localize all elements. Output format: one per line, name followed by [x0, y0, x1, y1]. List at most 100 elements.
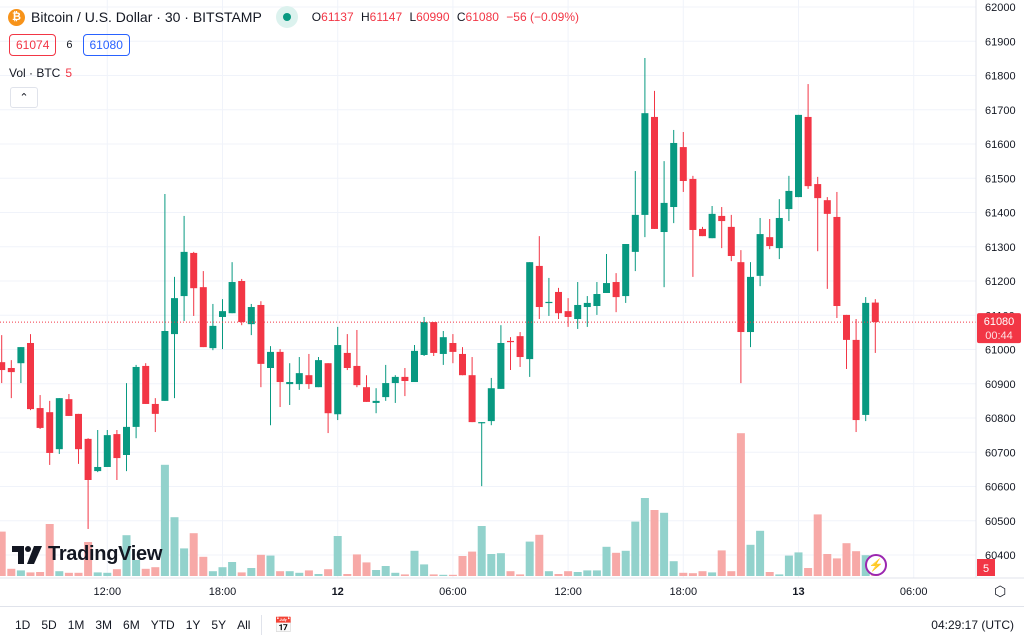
- candle-body: [343, 352, 351, 368]
- volume-legend[interactable]: Vol · BTC 5: [9, 66, 72, 80]
- candle-body: [46, 412, 54, 453]
- volume-bar: [727, 571, 736, 576]
- price-tick-label: 61200: [985, 276, 1016, 288]
- chevron-up-icon: ⌃: [19, 92, 29, 104]
- price-tick-label: 61800: [985, 71, 1016, 83]
- volume-bar: [314, 574, 323, 576]
- volume-bar: [189, 533, 198, 576]
- price-tick-label: 60500: [985, 516, 1016, 528]
- date-range-buttons: 1D 5D 1M 3M 6M YTD 1Y 5Y All: [15, 618, 261, 632]
- price-change: −56 (−0.09%): [506, 10, 579, 24]
- market-status-icon[interactable]: [275, 6, 298, 28]
- candle-body: [295, 373, 303, 385]
- range-button-1m[interactable]: 1M: [67, 617, 85, 632]
- candle-body: [199, 287, 207, 348]
- volume-bar: [506, 571, 515, 576]
- candle-body: [401, 376, 409, 382]
- candle-body: [852, 339, 860, 421]
- time-tick-label: 18:00: [670, 586, 698, 598]
- volume-bar: [698, 571, 707, 576]
- candle-body: [391, 376, 399, 384]
- price-tick-label: 61500: [985, 173, 1016, 185]
- bitcoin-icon: ₿: [8, 8, 25, 26]
- volume-bar: [0, 531, 6, 576]
- candle-body: [7, 367, 15, 373]
- candle-body: [535, 265, 543, 308]
- candle-body: [267, 351, 274, 368]
- volume-bar: [295, 572, 304, 576]
- volume-bar: [448, 574, 457, 576]
- candle-body: [766, 237, 774, 247]
- price-tick-label: 61600: [985, 139, 1016, 151]
- volume-bar: [45, 524, 54, 576]
- volume-legend-value: 5: [65, 66, 73, 80]
- range-button-6m[interactable]: 6M: [123, 617, 140, 632]
- candle-body: [833, 216, 841, 307]
- volume-bar: [391, 572, 400, 576]
- candle-body: [449, 342, 457, 352]
- candle-body: [372, 400, 380, 403]
- price-tick-label: 61900: [985, 36, 1016, 48]
- collapse-legend-button[interactable]: ⌃: [10, 87, 38, 108]
- volume-bar: [813, 514, 822, 576]
- candle-body: [334, 345, 342, 415]
- range-button-3m[interactable]: 3M: [95, 617, 113, 632]
- spread-value: 6: [66, 39, 73, 51]
- range-button-5y[interactable]: 5Y: [211, 617, 227, 632]
- volume-bar: [400, 574, 409, 576]
- volume-bar: [132, 560, 141, 576]
- volume-bar: [468, 551, 477, 576]
- lightning-icon[interactable]: ⚡: [865, 554, 887, 576]
- candle-body: [795, 114, 802, 198]
- settings-icon[interactable]: ⬡: [994, 583, 1007, 599]
- volume-bar: [247, 568, 256, 576]
- candle-body: [708, 213, 716, 239]
- bottom-toolbar: 1D 5D 1M 3M 6M YTD 1Y 5Y All 📅 04:29:17 (UTC): [0, 606, 1024, 642]
- candle-body: [459, 353, 466, 376]
- candle-body: [775, 217, 783, 249]
- symbol-title[interactable]: Bitcoin / U.S. Dollar · 30 · BITSTAMP: [31, 9, 262, 25]
- range-button-5d[interactable]: 5D: [41, 617, 57, 632]
- last-price-label: 61080 00:44: [977, 313, 1021, 344]
- candle-body: [103, 435, 111, 467]
- volume-axis-label: 5: [977, 559, 995, 576]
- volume-bar: [170, 517, 179, 576]
- range-button-1d[interactable]: 1D: [15, 617, 31, 632]
- candle-body: [315, 360, 322, 388]
- volume-bar: [343, 574, 352, 576]
- candle-body: [468, 375, 476, 423]
- volume-bar: [775, 574, 784, 576]
- sell-button[interactable]: 61074: [9, 34, 57, 56]
- candle-body: [804, 116, 812, 187]
- candle-body: [670, 142, 678, 208]
- time-axis[interactable]: 12:00 18:00 12 06:00 12:00 18:00 13 06:00: [94, 586, 928, 598]
- volume-bars: [0, 433, 880, 576]
- volume-bar: [93, 572, 102, 576]
- range-button-ytd[interactable]: YTD: [150, 617, 175, 632]
- candle-body: [430, 322, 438, 353]
- volume-bar: [266, 555, 275, 576]
- candle-body: [862, 302, 870, 415]
- volume-bar: [804, 568, 813, 576]
- candle-body: [545, 301, 553, 304]
- tradingview-logo[interactable]: TradingView: [12, 543, 162, 566]
- candle-body: [871, 302, 879, 323]
- volume-bar: [544, 571, 553, 576]
- volume-bar: [218, 567, 227, 576]
- candle-body: [94, 466, 102, 472]
- clock-timezone[interactable]: 04:29:17 (UTC): [931, 617, 1014, 632]
- buy-button[interactable]: 61080: [82, 34, 130, 56]
- candle-body: [286, 382, 294, 385]
- range-button-1y[interactable]: 1Y: [185, 617, 201, 632]
- volume-bar: [746, 544, 755, 576]
- candle-body: [238, 281, 246, 323]
- price-chart[interactable]: 6200061900618006170061600615006140061300…: [0, 0, 1024, 606]
- price-axis[interactable]: 62000 61900 61800 61700 61600 61500 61400 61300…: [985, 2, 1016, 562]
- candle-body: [247, 307, 255, 325]
- goto-date-calendar-icon[interactable]: 📅: [274, 616, 294, 634]
- range-button-all[interactable]: All: [237, 617, 251, 632]
- candle-body: [727, 226, 735, 256]
- candle-body: [411, 350, 418, 383]
- volume-bar: [55, 571, 64, 576]
- volume-bar: [794, 552, 803, 576]
